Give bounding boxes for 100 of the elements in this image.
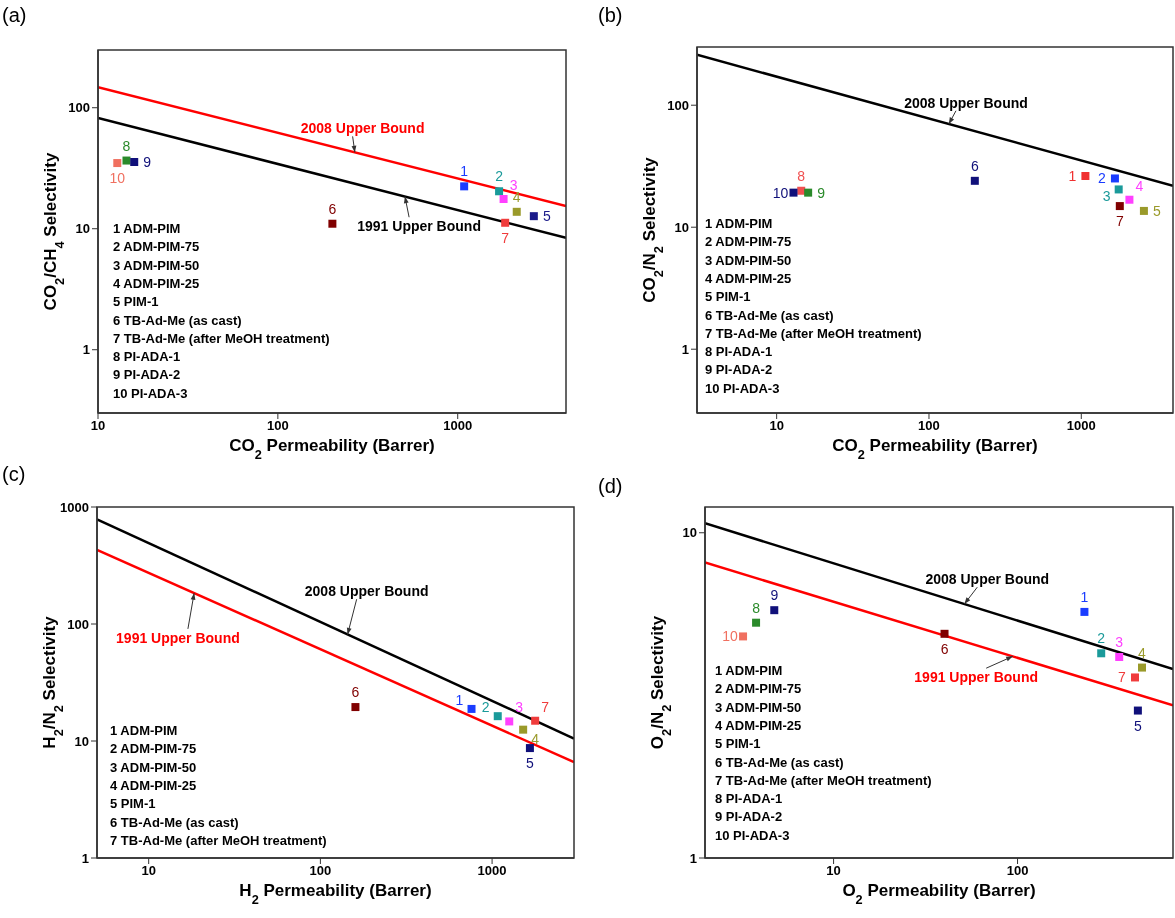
- series-label: 2: [1098, 170, 1107, 187]
- series-label: 6: [328, 200, 337, 217]
- annotation: 1 ADM-PIM: [705, 216, 773, 231]
- series-label: 2008 Upper Bound: [904, 94, 1028, 111]
- annotation: 7 TB-Ad-Me (after MeOH treatment): [113, 330, 330, 346]
- x-axis-title: CO$_{2}$ Permeability (Barrer): [229, 436, 435, 462]
- y-tick-label: 10: [75, 221, 90, 237]
- y-tick-label: 1000: [60, 499, 89, 515]
- y-tick-label: 10: [74, 733, 89, 749]
- annotation: 2 ADM-PIM-75: [715, 681, 802, 697]
- series-label: 5: [1133, 717, 1142, 734]
- series-label: 5: [542, 208, 551, 225]
- annotation: 6 TB-Ad-Me (as cast): [110, 814, 239, 830]
- series-label: 2008 Upper Bound: [300, 120, 425, 137]
- series-label: 10: [722, 628, 739, 645]
- series-label: 7: [1115, 213, 1124, 230]
- annotation: 1 ADM-PIM: [113, 221, 181, 236]
- x-tick-label: 100: [918, 418, 940, 434]
- annotation: 5 PIM-1: [113, 294, 159, 310]
- x-tick-label: 1000: [443, 418, 473, 434]
- chart-title: (d): [598, 475, 623, 497]
- annotation: 7 TB-Ad-Me (after MeOH treatment): [715, 772, 932, 788]
- x-axis-title: O$_{2}$ Permeability (Barrer): [842, 881, 1036, 907]
- annotation: 5 PIM-1: [715, 736, 761, 752]
- y-tick-label: 1: [82, 342, 90, 358]
- x-tick-label: 10: [141, 863, 156, 879]
- series-label: 3: [1115, 633, 1124, 650]
- x-axis-title: CO$_{2}$ Permeability (Barrer): [832, 436, 1038, 462]
- series-label: 8: [752, 599, 761, 616]
- series-label: 10: [109, 170, 126, 187]
- annotation: 3 ADM-PIM-50: [110, 759, 197, 775]
- y-tick-label: 1: [681, 341, 689, 357]
- series-label: 9: [770, 587, 779, 604]
- annotation: 7 TB-Ad-Me (after MeOH treatment): [705, 325, 922, 341]
- annotation: 9 PI-ADA-2: [705, 362, 773, 378]
- y-tick-label: 10: [674, 219, 689, 235]
- series-label: 1: [460, 163, 469, 180]
- series-label: 2: [495, 168, 504, 185]
- annotation: 4 ADM-PIM-25: [113, 275, 200, 291]
- annotation: 10 PI-ADA-3: [705, 380, 780, 396]
- series-label: 6: [940, 640, 949, 657]
- x-tick-label: 100: [267, 418, 289, 434]
- annotation: 4 ADM-PIM-25: [705, 270, 792, 286]
- annotation: 2 ADM-PIM-75: [110, 741, 197, 757]
- series-label: 1: [455, 691, 464, 708]
- series-label: 8: [797, 167, 806, 184]
- series-label: 4: [1138, 644, 1147, 661]
- series-label: 2008 Upper Bound: [925, 571, 1050, 588]
- x-tick-label: 100: [1006, 863, 1029, 879]
- x-tick-label: 100: [309, 863, 332, 879]
- y-tick-label: 100: [667, 97, 689, 113]
- series-label: 8: [122, 137, 131, 154]
- annotation: 10 PI-ADA-3: [113, 385, 188, 401]
- series-label: 5: [526, 755, 535, 772]
- y-tick-label: 1: [81, 850, 89, 866]
- annotation: 7 TB-Ad-Me (after MeOH treatment): [110, 832, 327, 848]
- series-label: 7: [541, 698, 550, 715]
- chart-title: (b): [598, 4, 623, 26]
- series-label: 10: [772, 184, 789, 201]
- x-tick-label: 10: [826, 863, 841, 879]
- annotation: 1 ADM-PIM: [110, 723, 178, 738]
- y-tick-label: 1: [689, 850, 697, 866]
- annotation: 4 ADM-PIM-25: [110, 777, 197, 793]
- annotation: 9 PI-ADA-2: [113, 367, 181, 383]
- series-label: 3: [515, 699, 524, 716]
- annotation: 3 ADM-PIM-50: [715, 699, 802, 715]
- annotation: 5 PIM-1: [110, 796, 156, 812]
- series-label: 7: [501, 229, 510, 246]
- series-label: 6: [970, 157, 979, 174]
- annotation: 8 PI-ADA-1: [715, 791, 783, 807]
- series-label: 2: [481, 699, 490, 716]
- annotation: 3 ADM-PIM-50: [113, 257, 200, 273]
- series-label: 1991 Upper Bound: [357, 218, 481, 235]
- annotation: 10 PI-ADA-3: [715, 827, 790, 843]
- series-label: 9: [817, 184, 826, 201]
- annotation: 3 ADM-PIM-50: [705, 252, 792, 268]
- x-tick-label: 1000: [1066, 418, 1096, 434]
- annotation: 8 PI-ADA-1: [705, 344, 773, 360]
- series-label: 2: [1097, 630, 1106, 647]
- series-label: 5: [1153, 202, 1162, 219]
- y-tick-label: 100: [67, 616, 89, 632]
- chart-title: (a): [2, 4, 27, 26]
- y-tick-label: 100: [68, 100, 90, 116]
- series-label: 2008 Upper Bound: [304, 583, 429, 600]
- annotation: 6 TB-Ad-Me (as cast): [705, 307, 834, 323]
- series-label: 1: [1068, 167, 1077, 184]
- y-tick-label: 10: [682, 525, 697, 541]
- annotation: 2 ADM-PIM-75: [113, 239, 200, 255]
- series-label: 1991 Upper Bound: [116, 629, 240, 646]
- series-label: 1: [1080, 588, 1089, 605]
- x-tick-label: 10: [769, 418, 784, 434]
- x-tick-label: 1000: [477, 863, 507, 879]
- annotation: 5 PIM-1: [705, 289, 751, 305]
- series-label: 3: [1102, 188, 1111, 205]
- annotation: 4 ADM-PIM-25: [715, 717, 802, 733]
- series-label: 4: [1135, 177, 1144, 194]
- series-label: 9: [143, 154, 152, 171]
- annotation: 2 ADM-PIM-75: [705, 234, 792, 250]
- chart-title: (c): [2, 463, 26, 485]
- series-label: 7: [1118, 669, 1127, 686]
